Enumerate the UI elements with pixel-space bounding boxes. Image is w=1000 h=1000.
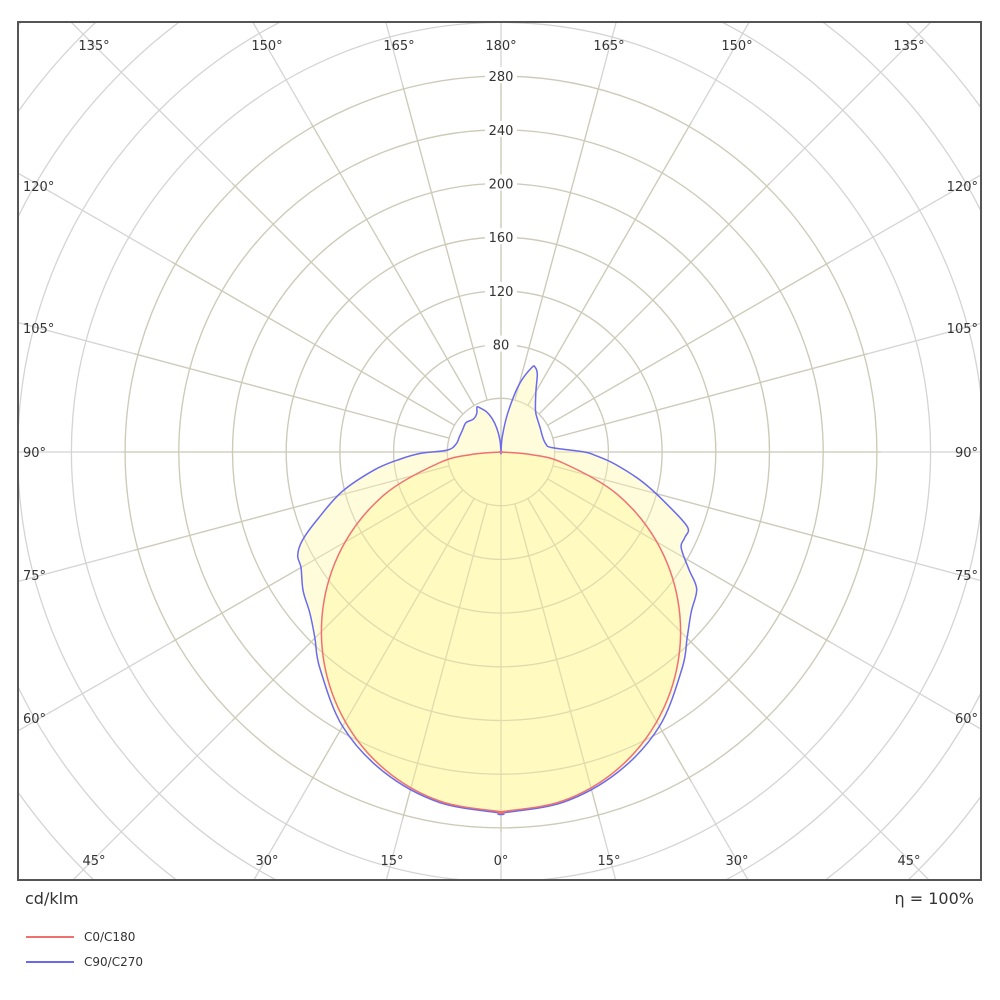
grid-spoke [538, 23, 931, 415]
angle-label: 90° [955, 446, 978, 461]
angle-label: 15° [380, 854, 403, 869]
legend-swatch-red [26, 936, 74, 938]
grid-spoke [552, 322, 980, 439]
angle-label: 135° [78, 39, 109, 54]
grid-spoke [547, 174, 980, 426]
polar-chart: 80 120 160 200 240 280 135° 150° 165° 180° 165° 15… [17, 21, 982, 881]
angle-label: 60° [955, 712, 978, 727]
c0-c180-curve [320, 450, 682, 814]
c90-c270-curve [296, 365, 698, 816]
legend-label: C0/C180 [84, 930, 136, 944]
angle-label: 0° [494, 854, 509, 869]
polar-plot: 80 120 160 200 240 280 135° 150° 165° 180° 165° 15… [19, 23, 980, 879]
intensity-fill [121, 72, 881, 832]
grid-spoke [252, 23, 475, 406]
angle-label: 30° [725, 854, 748, 869]
angle-label: 120° [23, 180, 54, 195]
ring-label: 120 [489, 285, 514, 300]
efficiency-label: η = 100% [894, 889, 974, 908]
ring-label: 240 [489, 124, 514, 139]
ring-label: 280 [489, 70, 514, 85]
ring-label: 200 [489, 178, 514, 193]
angle-labels: 135° 150° 165° 180° 165° 150° 135° 120° 105° 90° 7… [23, 39, 978, 869]
ring-label: 160 [489, 231, 514, 246]
chart-footer: cd/klm η = 100% C0/C180 C90/C270 [17, 881, 982, 981]
angle-label: 90° [23, 446, 46, 461]
angle-label: 150° [721, 39, 752, 54]
angle-label: 45° [897, 854, 920, 869]
angle-label: 165° [593, 39, 624, 54]
angle-label: 150° [251, 39, 282, 54]
legend-label: C90/C270 [84, 955, 143, 969]
angle-label: 30° [255, 854, 278, 869]
grid-spoke [71, 23, 464, 415]
unit-label: cd/klm [25, 889, 79, 908]
ring-label: 80 [493, 339, 510, 354]
angle-label: 45° [82, 854, 105, 869]
grid-spoke [19, 322, 450, 439]
angle-label: 120° [947, 180, 978, 195]
angle-label: 15° [597, 854, 620, 869]
legend-item-c0-c180: C0/C180 [26, 930, 135, 944]
angle-label: 75° [23, 569, 46, 584]
ring-labels: 80 120 160 200 240 280 [485, 67, 517, 354]
angle-label: 60° [23, 712, 46, 727]
grid-spoke [19, 172, 455, 426]
angle-label: 75° [955, 569, 978, 584]
angle-label: 180° [485, 39, 516, 54]
angle-label: 105° [947, 322, 978, 337]
angle-label: 135° [893, 39, 924, 54]
legend-item-c90-c270: C90/C270 [26, 955, 143, 969]
angle-label: 105° [23, 322, 54, 337]
angle-label: 165° [383, 39, 414, 54]
legend-swatch-blue [26, 961, 74, 963]
intensity-curves [296, 365, 698, 816]
